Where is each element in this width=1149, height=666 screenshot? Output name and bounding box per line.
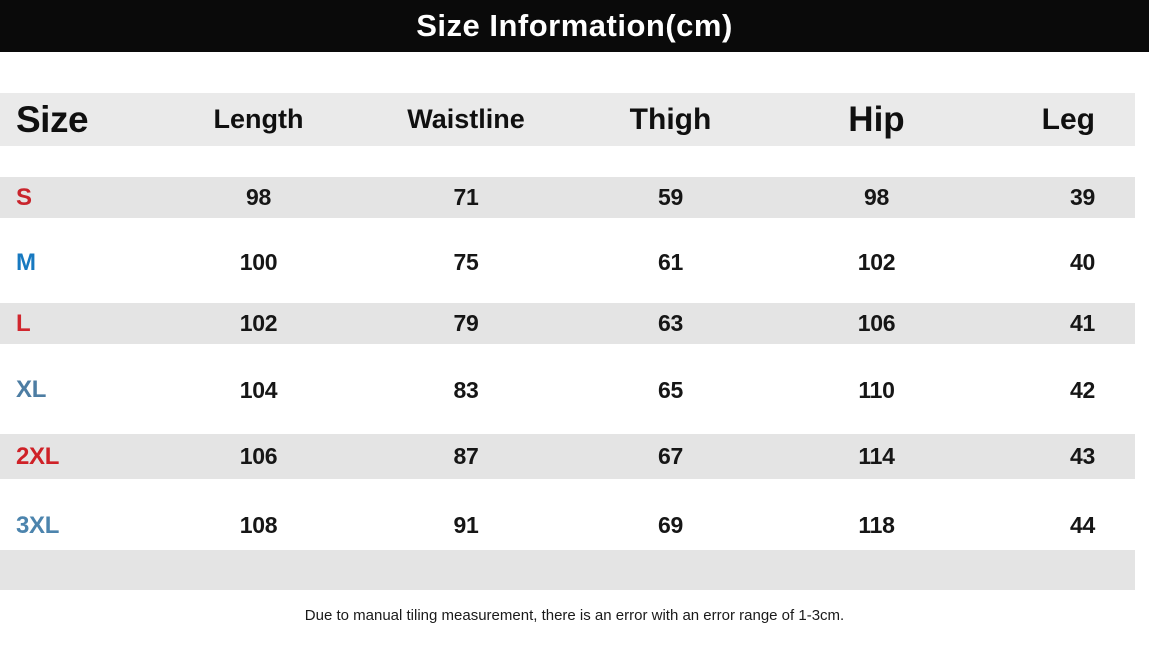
table-row-3xl: 3XL 108 91 69 118 44 [0,503,1135,548]
size-label: XL [16,376,47,403]
cell-length: 104 [239,376,278,403]
size-label: M [16,248,36,276]
cell-leg: 40 [1070,249,1095,275]
cell-leg: 43 [1070,443,1095,469]
table-row-xl: XL 104 83 65 110 42 [0,368,1135,412]
cell-length: 100 [239,249,278,275]
table-row-l: L 102 79 63 106 41 [0,303,1135,344]
table-row-s: S 98 71 59 98 39 [0,177,1135,218]
cell-waistline: 71 [453,184,479,210]
cell-hip: 102 [857,249,896,275]
column-header-hip: Hip [848,99,905,139]
cell-length: 106 [239,443,278,469]
cell-length: 98 [246,184,271,210]
empty-row-band [0,550,1135,590]
cell-hip: 114 [858,443,895,469]
column-header-leg: Leg [1041,102,1095,136]
cell-leg: 44 [1070,512,1095,538]
cell-hip: 110 [858,376,895,403]
column-header-thigh: Thigh [629,102,712,136]
cell-leg: 42 [1070,376,1095,403]
cell-hip: 118 [858,512,895,538]
cell-thigh: 69 [658,512,683,538]
cell-hip: 98 [864,184,889,210]
cell-thigh: 61 [658,249,683,275]
cell-length: 108 [239,512,278,538]
cell-hip: 106 [857,310,896,336]
cell-waistline: 75 [453,249,479,275]
cell-leg: 39 [1070,184,1095,210]
size-label: 2XL [16,442,60,470]
cell-waistline: 91 [453,512,479,538]
size-label: 3XL [16,511,60,539]
column-header-length: Length [213,104,304,134]
cell-thigh: 63 [658,310,683,336]
column-header-size: Size [16,98,89,140]
cell-waistline: 87 [453,443,479,469]
cell-waistline: 79 [453,310,479,336]
disclaimer-text: Due to manual tiling measurement, there … [304,607,845,624]
table-header-row: Size Length Waistline Thigh Hip Leg [0,93,1135,146]
cell-thigh: 67 [658,443,683,469]
table-row-2xl: 2XL 106 87 67 114 43 [0,434,1135,479]
cell-waistline: 83 [453,376,479,403]
cell-thigh: 65 [658,376,683,403]
cell-leg: 41 [1070,310,1095,336]
column-header-waistline: Waistline [407,104,525,134]
table-row-m: M 100 75 61 102 40 [0,242,1135,283]
title-banner: Size Information(cm) [0,0,1149,52]
size-label: S [16,183,32,211]
cell-length: 102 [239,310,278,336]
size-label: L [16,309,31,337]
page-title: Size Information(cm) [416,8,733,43]
cell-thigh: 59 [658,184,683,210]
size-chart-page: Size Information(cm) Size Length Waistli… [0,0,1149,624]
